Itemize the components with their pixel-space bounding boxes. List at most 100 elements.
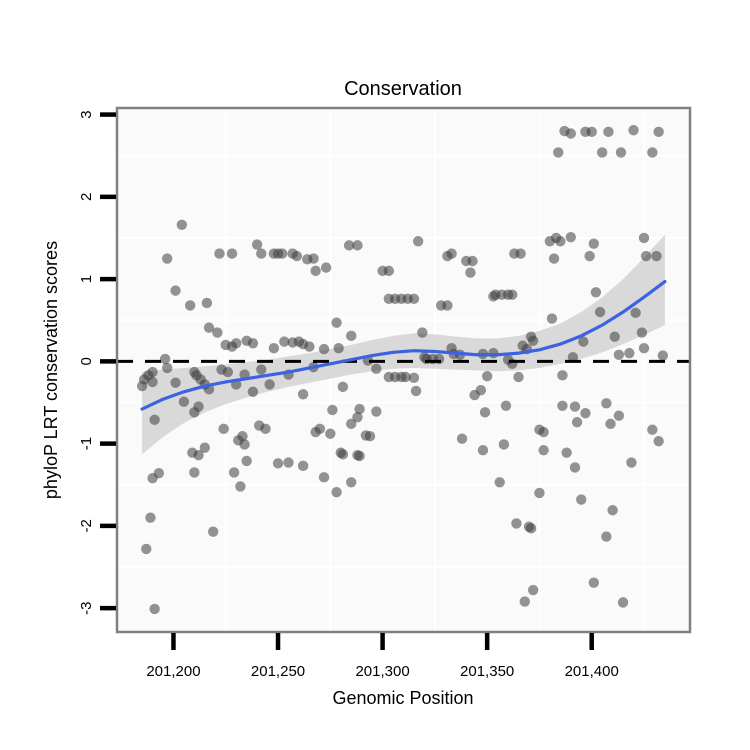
scatter-point <box>272 458 284 469</box>
confidence-band <box>142 234 665 455</box>
x-tick-label: 201,400 <box>565 663 619 680</box>
scatter-point <box>147 376 158 388</box>
scatter-point <box>617 597 629 608</box>
scatter-point <box>565 128 576 139</box>
x-axis-label: Genomic Position <box>332 688 473 708</box>
scatter-point <box>277 248 288 259</box>
scatter-point <box>647 424 658 435</box>
scatter-point <box>283 457 294 468</box>
scatter-point <box>141 543 152 555</box>
scatter-point <box>615 147 627 158</box>
scatter-point <box>557 400 568 411</box>
scatter-point <box>410 385 422 397</box>
scatter-point <box>304 341 315 352</box>
scatter-point <box>297 389 309 400</box>
y-tick-label: 3 <box>78 110 95 118</box>
scatter-point <box>498 439 510 450</box>
scatter-point <box>494 477 505 488</box>
scatter-point <box>226 248 238 259</box>
scatter-point <box>603 126 614 138</box>
scatter-point <box>630 307 641 319</box>
scatter-point <box>481 370 493 382</box>
scatter-point <box>318 472 330 483</box>
scatter-point <box>291 250 303 262</box>
scatter-point <box>218 423 229 435</box>
scatter-point <box>465 267 476 278</box>
scatter-point <box>525 331 537 342</box>
scatter-point <box>513 371 524 383</box>
scatter-point <box>297 460 309 472</box>
scatter-point <box>354 450 365 462</box>
scatter-point <box>136 380 148 392</box>
scatter-point <box>636 327 648 338</box>
panel-border <box>115 106 692 634</box>
scatter-point <box>624 347 635 359</box>
scatter-point <box>170 377 181 388</box>
chart-title: Conservation <box>344 78 462 100</box>
scatter-point <box>352 412 363 423</box>
scatter-point <box>477 445 489 456</box>
scatter-point <box>279 336 290 347</box>
scatter-point <box>247 338 259 349</box>
scatter-point <box>320 262 332 273</box>
scatter-point <box>469 389 480 401</box>
scatter-point <box>571 417 583 428</box>
scatter-point <box>538 445 549 456</box>
scatter-point <box>256 364 267 375</box>
scatter-point <box>588 238 600 249</box>
scatter-point <box>346 477 357 488</box>
scatter-point <box>325 428 336 439</box>
scatter-point <box>553 147 564 158</box>
scatter-point <box>412 236 424 247</box>
y-tick-label: 2 <box>78 193 95 201</box>
scatter-point <box>580 407 591 419</box>
y-tick-label: -1 <box>78 437 95 450</box>
scatter-point <box>247 386 259 397</box>
scatter-point <box>417 327 428 338</box>
scatter-point <box>228 467 240 478</box>
scatter-point <box>555 236 566 247</box>
scatter-point <box>640 250 652 262</box>
y-axis-label: phyloP LRT conservation scores <box>41 241 61 499</box>
scatter-point <box>201 297 213 309</box>
scatter-point <box>354 403 365 415</box>
scatter-point <box>500 400 512 411</box>
smooth-trend-line <box>140 279 667 411</box>
scatter-point <box>333 343 344 354</box>
scatter-point <box>565 231 576 243</box>
scatter-point <box>534 487 545 499</box>
scatter-point <box>214 248 225 259</box>
scatter-point <box>584 250 595 262</box>
scatter-point <box>371 406 382 417</box>
scatter-point <box>446 248 457 259</box>
scatter-point <box>515 248 526 259</box>
scatter-point <box>578 336 589 347</box>
scatter-point <box>653 435 664 447</box>
scatter-point <box>268 343 280 354</box>
scatter-point <box>607 505 618 516</box>
scatter-point <box>337 381 349 393</box>
scatter-point <box>601 398 612 409</box>
scatter-point <box>149 414 160 425</box>
scatter-point <box>239 439 250 450</box>
scatter-point <box>525 523 537 534</box>
scatter-point <box>327 404 338 416</box>
scatter-point <box>527 584 539 596</box>
scatter-point <box>605 418 616 430</box>
scatter-point <box>159 353 171 365</box>
scatter-point <box>251 239 263 250</box>
scatter-point <box>657 350 669 361</box>
scatter-point <box>212 327 223 338</box>
scatter-point <box>519 596 530 607</box>
y-tick-label: 0 <box>78 357 95 365</box>
scatter-point <box>507 289 518 300</box>
scatter-point <box>609 331 620 342</box>
scatter-point <box>184 300 196 311</box>
scatter-point <box>383 265 395 277</box>
y-tick-label: 1 <box>78 275 95 283</box>
scatter-point <box>647 147 658 158</box>
scatter-point <box>337 449 349 460</box>
scatter-point <box>588 577 600 588</box>
